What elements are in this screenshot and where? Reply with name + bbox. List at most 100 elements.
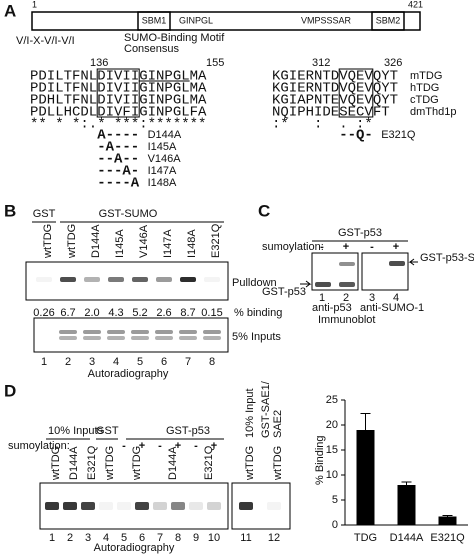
gel-band [171,502,185,510]
error-bar [401,481,412,485]
x-tick-label: D144A [390,532,424,544]
lane-label: wtTDG [50,446,62,481]
group-label: GST [96,425,119,437]
lane-label: wtTDG [66,224,78,259]
y-tick-label: 25 [326,394,338,406]
species-label: mTDG [410,70,442,82]
gel-band [132,277,148,282]
gel-d1 [39,482,229,530]
y-tick-label: 5 [332,494,338,506]
y-tick-label: 0 [332,519,338,531]
treatment-label: sumoylation: [8,440,70,452]
footer: Autoradiography [94,542,175,554]
percent-binding: 4.3 [108,307,123,319]
group-label: GST-p53 [338,227,382,239]
lane-number: 2 [343,292,349,304]
percent-binding: 0.26 [33,307,54,319]
lane-number: 3 [89,356,95,368]
gel-label: Pulldown [232,277,277,289]
treatment: + [139,440,145,452]
lane-number: 3 [85,532,91,544]
consensus: V/I-X-V/I-V/I [16,35,75,47]
panel-label: B [4,201,16,220]
sequence: PDILTFNLDIVIIGINPGLMA [30,81,207,97]
residue-number: 312 [312,57,330,69]
mutant-name: I145A [148,141,177,153]
panel-label: D [4,381,16,400]
gel-band [203,330,221,334]
sequence: KGIERNTDVQEVQYT [272,81,398,97]
gel-band [107,336,125,340]
lane-label: E321Q [86,445,98,480]
lane-number: 7 [157,532,163,544]
lane-label: D144A [68,446,80,480]
treatment: - [320,241,324,253]
treatment: + [343,241,349,253]
gel-band [81,502,95,510]
sequence: KGIAPNTEVQEVQYT [272,93,398,109]
group-label: GST-p53 [166,425,210,437]
band-label: GST-p53-S [420,252,474,264]
lane-label: E321Q [203,445,215,480]
mutant-pattern: -A--- [97,140,139,156]
domain-label: SBM1 [142,15,167,25]
lane-number: 6 [139,532,145,544]
lane-number: 8 [209,356,215,368]
lane-number: 1 [49,532,55,544]
lane-label: I147A [162,229,174,258]
bar [438,516,457,525]
lane-number: 1 [41,356,47,368]
footer: Immunoblot [318,314,375,326]
group-label: SAE2 [272,410,284,438]
lane-label: E321Q [210,223,222,258]
consensus-label: Consensus [124,43,180,55]
residue-number: 326 [384,57,402,69]
y-tick-label: 10 [326,469,338,481]
group-label: GST [33,208,56,220]
gel-band [339,262,355,266]
conservation: ** * *:.* ***:******* [30,117,206,133]
gel-band [315,282,331,287]
mutant-name: E321Q [381,129,416,141]
lane-number: 1 [319,292,325,304]
gel-band [59,330,77,334]
lane-number: 6 [161,356,167,368]
bar [397,485,416,525]
gel-band [63,502,77,510]
gel-band [189,502,203,510]
mutant-name: V146A [148,153,182,165]
panel-label: C [258,201,270,220]
gel-band [108,277,124,282]
gel-band [83,330,101,334]
gel-band [135,502,149,510]
group-label: GST-SUMO [99,208,158,220]
domain-label: GINPGL [179,15,213,25]
mutant-pattern: --Q- [339,128,373,144]
percent-binding: 6.7 [60,307,75,319]
percent-binding: 2.0 [84,307,99,319]
treatment: - [122,440,126,452]
gel-band [179,330,197,334]
treatment: + [211,440,217,452]
gel-band [180,277,196,282]
y-tick-label: 15 [326,444,338,456]
percent-binding: 0.15 [201,307,222,319]
sequence: PDHLTFNLDIVIIGINPGLMA [30,93,207,109]
footer: Autoradiography [88,368,169,380]
lane-label: wtTDG [104,446,116,481]
bar [356,430,375,525]
percent-binding: 8.7 [180,307,195,319]
gel-band [107,330,125,334]
domain-label: SBM2 [376,15,401,25]
gel-band [60,277,76,282]
arrow [408,258,418,266]
lane-number: 7 [185,356,191,368]
lane-label: wtTDG [244,446,256,481]
lane-number: 10 [208,532,220,544]
error-bar [442,515,453,517]
gel-pulldown [25,261,229,301]
mutant-pattern: --A-- [97,152,139,168]
lane-label: I145A [114,229,126,258]
lane-number: 11 [240,532,251,544]
